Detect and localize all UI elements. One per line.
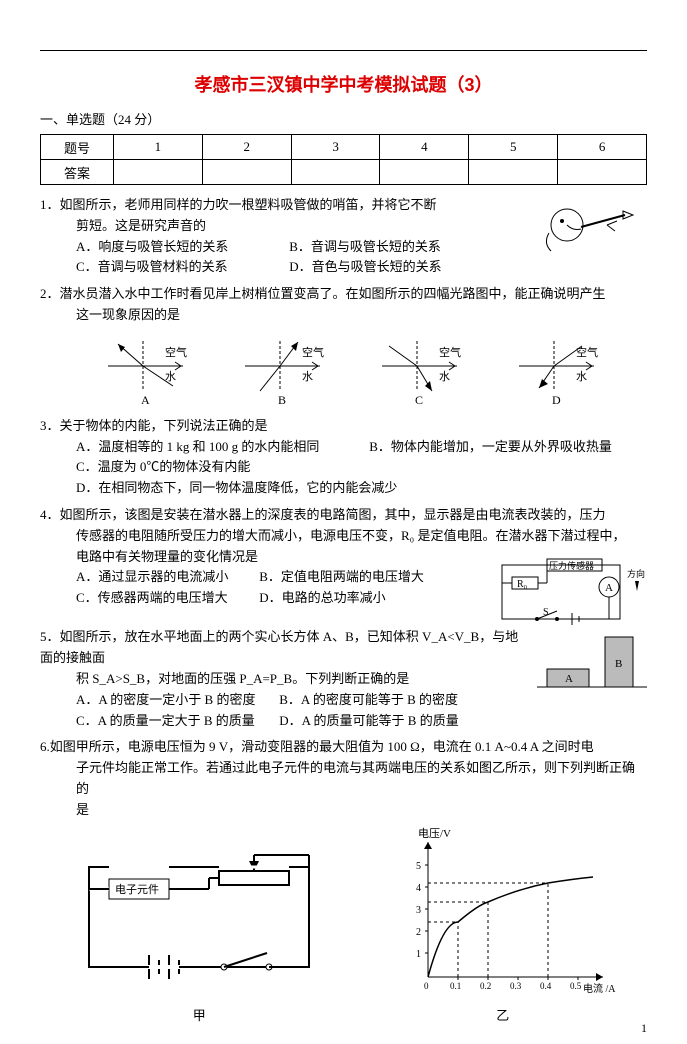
table-cell[interactable]: [469, 160, 558, 185]
svg-text:A: A: [141, 393, 150, 406]
svg-text:空气: 空气: [165, 345, 187, 359]
table-cell[interactable]: [558, 160, 647, 185]
table-row: 题号 1 2 3 4 5 6: [41, 135, 647, 160]
q2-stem-line: 2．潜水员潜入水中工作时看见岸上树梢位置变高了。在如图所示的四幅光路图中，能正确…: [40, 284, 647, 305]
q6-graph-caption: 乙: [388, 1005, 618, 1024]
table-cell: 3: [291, 135, 380, 160]
svg-text:2: 2: [416, 927, 421, 938]
svg-text:0.1: 0.1: [450, 981, 461, 991]
table-cell[interactable]: [202, 160, 291, 185]
question-6: 6.如图甲所示，电源电压恒为 9 V，滑动变阻器的最大阻值为 100 Ω，电流在…: [40, 737, 647, 820]
question-1: 1．如图所示，老师用同样的力吹一根塑料吸管做的哨笛，并将它不断 剪短。这是研究声…: [40, 195, 647, 278]
q6-circuit-figure: 电子元件: [69, 847, 329, 1024]
q2-figure-row: 空气 水 A 空气 水 B: [40, 332, 647, 410]
svg-text:空气: 空气: [576, 345, 598, 359]
table-cell: 1: [114, 135, 203, 160]
q2-figure-a: 空气 水 A: [103, 336, 193, 406]
svg-text:0: 0: [424, 981, 429, 991]
table-cell: 6: [558, 135, 647, 160]
q3-option-c: C．温度为 0℃的物体没有内能: [76, 457, 366, 478]
svg-text:A: A: [565, 673, 573, 685]
q5-option-b: B．A 的密度可能等于 B 的密度: [279, 690, 458, 711]
svg-text:水: 水: [302, 370, 313, 383]
q5-option-c: C．A 的质量一定大于 B 的质量: [76, 711, 276, 732]
q6-graph-figure: 电压/V 1 2 3 4 5: [388, 827, 618, 1024]
answer-table: 题号 1 2 3 4 5 6 答案: [40, 134, 647, 185]
doc-title: 孝感市三汊镇中学中考模拟试题（3）: [40, 71, 647, 97]
q1-option-c: C．音调与吸管材料的关系: [76, 257, 286, 278]
question-3: 3．关于物体的内能，下列说法正确的是 A．温度相等的 1 kg 和 100 g …: [40, 416, 647, 499]
svg-text:空气: 空气: [302, 345, 324, 359]
svg-text:水: 水: [576, 370, 587, 383]
table-header-cell: 题号: [41, 135, 114, 160]
svg-text:电子元件: 电子元件: [115, 883, 159, 896]
section-heading: 一、单选题（24 分）: [40, 109, 647, 128]
svg-text:0.2: 0.2: [480, 981, 491, 991]
svg-text:5: 5: [416, 861, 421, 872]
q1-option-b: B．音调与吸管长短的关系: [289, 237, 441, 258]
q1-option-a: A．响度与吸管长短的关系: [76, 237, 286, 258]
q4-option-d: D．电路的总功率减小: [259, 588, 385, 609]
table-cell: 2: [202, 135, 291, 160]
svg-text:空气: 空气: [439, 345, 461, 359]
q5-option-a: A．A 的密度一定小于 B 的密度: [76, 690, 276, 711]
svg-text:3: 3: [416, 905, 421, 916]
q3-option-b: B．物体内能增加，一定要从外界吸收热量: [369, 437, 612, 458]
question-5: A B 5．如图所示，放在水平地面上的两个实心长方体 A、B，已知体积 V_A<…: [40, 627, 647, 731]
svg-text:A: A: [605, 582, 613, 594]
svg-text:S: S: [543, 607, 549, 618]
svg-text:电流 /A: 电流 /A: [583, 982, 616, 995]
table-header-cell: 答案: [41, 160, 114, 185]
svg-text:1: 1: [416, 949, 421, 960]
question-2: 2．潜水员潜入水中工作时看见岸上树梢位置变高了。在如图所示的四幅光路图中，能正确…: [40, 284, 647, 326]
q4-stem-line: 4．如图所示，该图是安装在潜水器上的深度表的电路简图，其中，显示器是由电流表改装…: [40, 505, 647, 526]
svg-text:4: 4: [416, 883, 421, 894]
q2-figure-c: 空气 水 C: [377, 336, 467, 406]
q1-figure-icon: [537, 195, 647, 257]
table-cell: 4: [380, 135, 469, 160]
q2-figure-b: 空气 水 B: [240, 336, 330, 406]
q6-circuit-caption: 甲: [69, 1005, 329, 1024]
svg-text:0.5: 0.5: [570, 981, 582, 991]
q4-circuit-icon: R₀ 压力传感器 A S 方向: [497, 557, 647, 627]
svg-text:D: D: [552, 393, 561, 406]
q6-stem-line: 是: [40, 800, 647, 821]
svg-text:水: 水: [439, 370, 450, 383]
table-cell[interactable]: [114, 160, 203, 185]
q6-stem-line: 子元件均能正常工作。若通过此电子元件的电流与其两端电压的关系如图乙所示，则下列判…: [40, 758, 647, 800]
svg-text:压力传感器: 压力传感器: [549, 560, 594, 571]
q4-stem-line: 传感器的电阻随所受压力的增大而减小，电源电压不变，R₀ 是定值电阻。在潜水器下潜…: [40, 526, 647, 547]
q2-stem-line: 这一现象原因的是: [40, 305, 647, 326]
svg-text:C: C: [415, 393, 423, 406]
q3-option-d: D．在相同物态下，同一物体温度降低，它的内能会减少: [76, 478, 397, 499]
q4-option-a: A．通过显示器的电流减小: [76, 567, 256, 588]
q1-option-d: D．音色与吸管长短的关系: [289, 257, 441, 278]
question-4: 4．如图所示，该图是安装在潜水器上的深度表的电路简图，其中，显示器是由电流表改装…: [40, 505, 647, 609]
q4-option-c: C．传感器两端的电压增大: [76, 588, 256, 609]
q3-option-a: A．温度相等的 1 kg 和 100 g 的水内能相同: [76, 437, 366, 458]
svg-text:B: B: [278, 393, 286, 406]
page-number: 1: [641, 1021, 647, 1036]
svg-text:0.4: 0.4: [540, 981, 552, 991]
q5-option-d: D．A 的质量可能等于 B 的质量: [279, 711, 458, 732]
table-cell[interactable]: [380, 160, 469, 185]
table-row: 答案: [41, 160, 647, 185]
svg-text:0.3: 0.3: [510, 981, 522, 991]
svg-text:方向: 方向: [627, 568, 645, 579]
q3-stem: 3．关于物体的内能，下列说法正确的是: [40, 416, 647, 437]
q2-figure-d: 空气 水 D: [514, 336, 604, 406]
svg-text:B: B: [615, 658, 622, 670]
svg-text:电压/V: 电压/V: [418, 827, 451, 840]
q4-option-b: B．定值电阻两端的电压增大: [259, 567, 424, 588]
q6-stem-line: 6.如图甲所示，电源电压恒为 9 V，滑动变阻器的最大阻值为 100 Ω，电流在…: [40, 737, 647, 758]
svg-text:R₀: R₀: [517, 579, 528, 590]
table-cell: 5: [469, 135, 558, 160]
table-cell[interactable]: [291, 160, 380, 185]
q5-figure-icon: A B: [537, 627, 647, 697]
svg-text:水: 水: [165, 370, 176, 383]
q6-figure-row: 电子元件: [40, 827, 647, 1024]
